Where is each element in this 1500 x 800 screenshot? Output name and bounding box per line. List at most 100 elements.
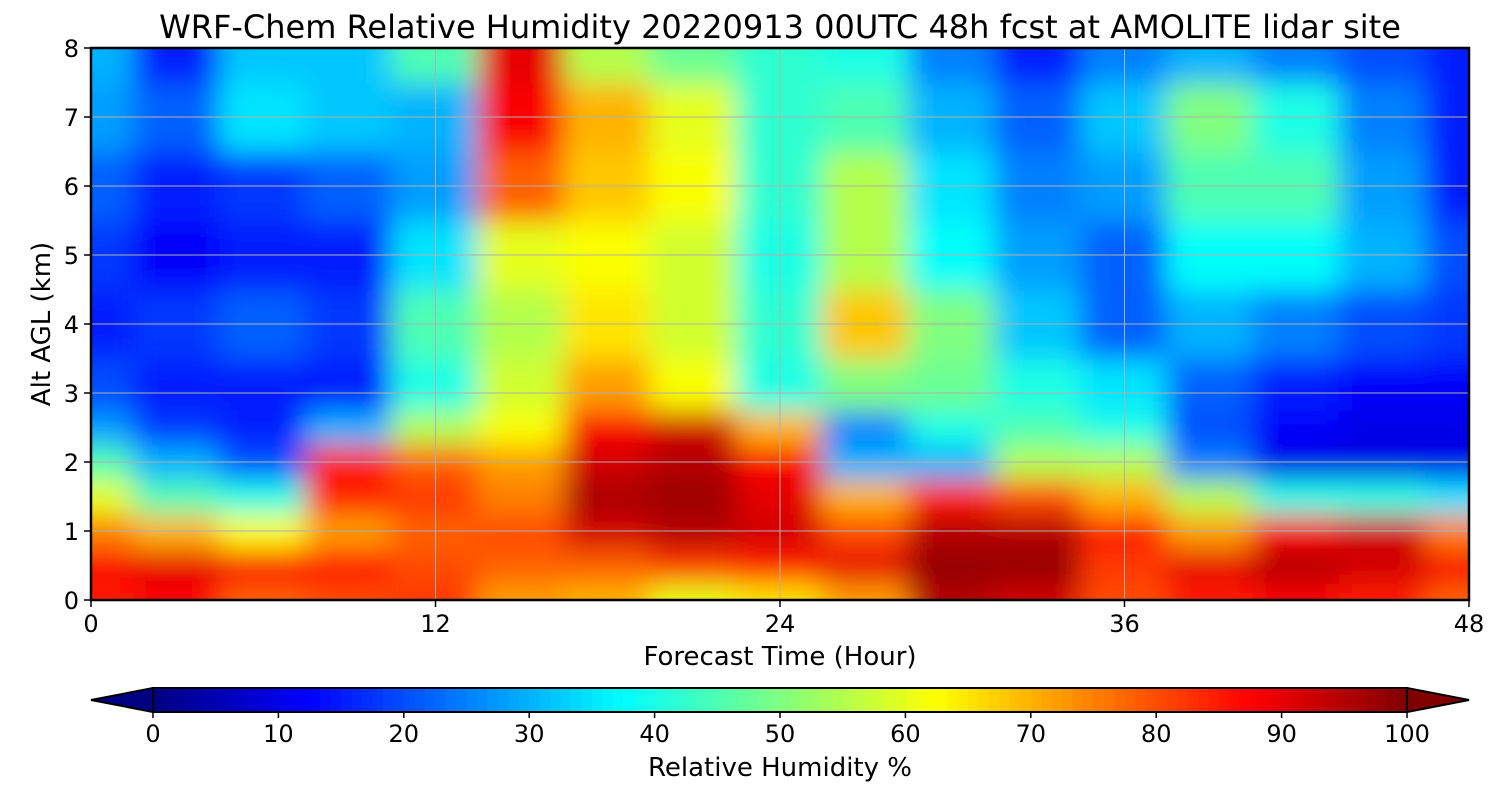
- colorbar-segment: [821, 688, 833, 712]
- colorbar-segment: [1281, 688, 1293, 712]
- heatmap-cell: [908, 48, 997, 84]
- colorbar-segment: [696, 688, 708, 712]
- colorbar-segment: [1145, 688, 1157, 712]
- heatmap-cell: [219, 478, 308, 515]
- colorbar-segment: [1177, 688, 1189, 712]
- colorbar-segment: [957, 688, 969, 712]
- heatmap-cell: [994, 581, 1083, 600]
- colorbar-tick-label: 90: [1266, 720, 1297, 748]
- x-tick-label: 0: [83, 610, 98, 638]
- colorbar-segment: [1041, 688, 1053, 712]
- x-tick-label: 24: [765, 610, 796, 638]
- heatmap-cell: [1424, 581, 1469, 600]
- colorbar-segment: [435, 688, 447, 712]
- colorbar-segment: [550, 688, 562, 712]
- y-axis-label: Alt AGL (km): [27, 242, 57, 406]
- colorbar-segment: [1250, 688, 1262, 712]
- colorbar-segment: [623, 688, 635, 712]
- colorbar-segment: [414, 688, 426, 712]
- colorbar-segment: [905, 688, 917, 712]
- colorbar-segment: [184, 688, 196, 712]
- heatmap-cell: [133, 547, 222, 584]
- heatmap-cell: [822, 547, 911, 584]
- colorbar-segment: [372, 688, 384, 712]
- colorbar-segment: [278, 688, 290, 712]
- heatmap-cell: [1338, 581, 1427, 600]
- colorbar-segment: [989, 688, 1001, 712]
- colorbar-segment: [257, 688, 269, 712]
- colorbar-segment: [1208, 688, 1220, 712]
- colorbar-segment: [685, 688, 697, 712]
- heatmap-cell: [994, 48, 1083, 84]
- colorbar-segment: [665, 688, 677, 712]
- colorbar-segment: [299, 688, 311, 712]
- x-tick-label: 36: [1109, 610, 1140, 638]
- colorbar-segment: [351, 688, 363, 712]
- colorbar-segment: [1083, 688, 1095, 712]
- heatmap-cell: [563, 357, 652, 412]
- heatmap-cell: [1166, 48, 1255, 84]
- colorbar-segment: [644, 688, 656, 712]
- colorbar-segment: [215, 688, 227, 712]
- colorbar-segment: [1229, 688, 1241, 712]
- y-axis: 0 1 2 3 4 5 6 7 8: [64, 35, 91, 615]
- heatmap-cell: [133, 409, 222, 446]
- colorbar-segment: [560, 688, 572, 712]
- chart-title: WRF-Chem Relative Humidity 20220913 00UT…: [159, 8, 1401, 46]
- heatmap-cell: [908, 357, 997, 412]
- colorbar-segment: [393, 688, 405, 712]
- heatmap-cell: [133, 581, 222, 600]
- colorbar-segment: [1124, 688, 1136, 712]
- heatmap-cell: [91, 478, 136, 515]
- colorbar-segment: [936, 688, 948, 712]
- colorbar-segment: [466, 688, 478, 712]
- colorbar-segment: [226, 688, 238, 712]
- colorbar-segment: [247, 688, 259, 712]
- colorbar-segment: [968, 688, 980, 712]
- colorbar-segment: [1135, 688, 1147, 712]
- colorbar-segment: [947, 688, 959, 712]
- colorbar-segment: [1312, 688, 1324, 712]
- heatmap-cell: [91, 547, 136, 584]
- heatmap-cell: [477, 547, 566, 584]
- heatmap-cell: [477, 357, 566, 412]
- heatmap-cell: [133, 357, 222, 412]
- heatmap-cell: [649, 409, 738, 446]
- heatmap-cell: [1424, 478, 1469, 515]
- heatmap-cell: [477, 409, 566, 446]
- y-tick-label: 6: [64, 173, 79, 201]
- colorbar-tick-label: 100: [1384, 720, 1430, 748]
- heatmap-cell: [908, 581, 997, 600]
- x-tick-label: 48: [1454, 610, 1485, 638]
- colorbar-segment: [633, 688, 645, 712]
- colorbar-segment: [1344, 688, 1356, 712]
- colorbar-segment: [1020, 688, 1032, 712]
- colorbar-segment: [571, 688, 583, 712]
- colorbar-segment: [1051, 688, 1063, 712]
- colorbar-segment: [1030, 688, 1042, 712]
- heatmap-cell: [563, 48, 652, 84]
- colorbar-segment: [894, 688, 906, 712]
- colorbar-segment: [487, 688, 499, 712]
- colorbar-segment: [1156, 688, 1168, 712]
- heatmap-cell: [1252, 581, 1341, 600]
- colorbar-tick-label: 30: [514, 720, 545, 748]
- heatmap-cell: [649, 547, 738, 584]
- colorbar-segment: [612, 688, 624, 712]
- heatmap-cell: [1166, 547, 1255, 584]
- colorbar-segment: [915, 688, 927, 712]
- heatmap-cell: [563, 547, 652, 584]
- heatmap-cell: [1252, 478, 1341, 515]
- colorbar-segment: [1093, 688, 1105, 712]
- colorbar-segment: [476, 688, 488, 712]
- colorbar-tick-label: 0: [145, 720, 160, 748]
- colorbar-segment: [309, 688, 321, 712]
- heatmap-cell: [91, 48, 136, 84]
- colorbar-segment: [1333, 688, 1345, 712]
- colorbar-segment: [1302, 688, 1314, 712]
- colorbar-tick-label: 40: [639, 720, 670, 748]
- heatmap-cell: [219, 547, 308, 584]
- heatmap-cell: [1338, 409, 1427, 446]
- colorbar-segment: [236, 688, 248, 712]
- colorbar-segment: [497, 688, 509, 712]
